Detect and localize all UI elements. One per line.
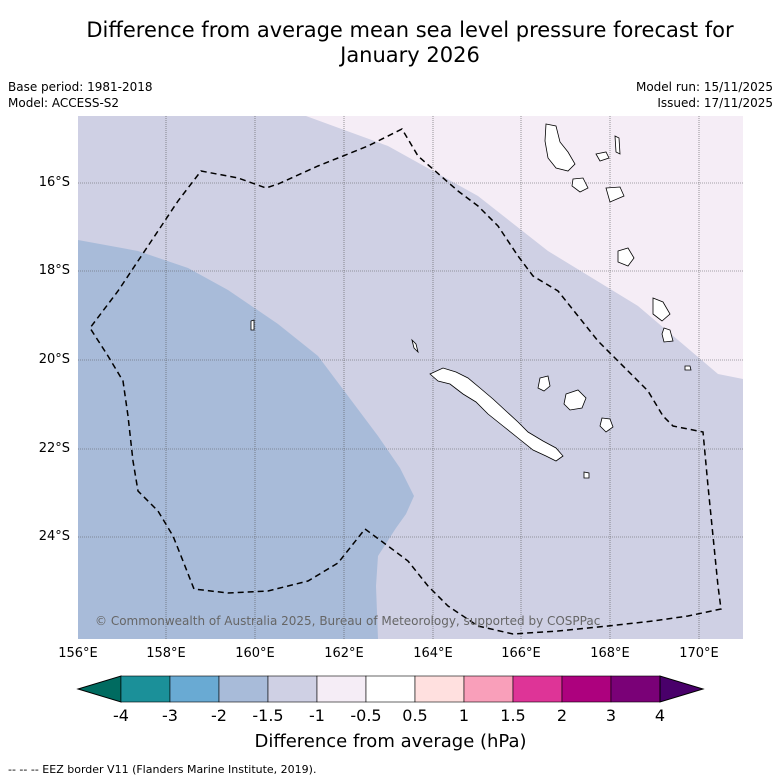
island-walpole: [583, 471, 590, 479]
colorbar-tick-label: 2: [556, 706, 568, 725]
fill-band-dark: [78, 240, 414, 639]
colorbar-under-arrow: [76, 675, 122, 703]
vanuatu-espiritu-santo: [544, 123, 576, 172]
map-svg: [78, 116, 743, 639]
island-belep: [411, 338, 419, 354]
island-chesterfield: [250, 319, 255, 331]
islands: [250, 123, 692, 479]
fill-band-light: [306, 116, 743, 379]
colorbar-tick-label: -2: [211, 706, 227, 725]
map-title-line1: Difference from average mean sea level p…: [86, 18, 734, 42]
lon-label-160e: 160°E: [235, 646, 275, 661]
colorbar-tick-label: -1: [309, 706, 325, 725]
lon-label-158e: 158°E: [146, 646, 186, 661]
vanuatu-aneityum: [684, 365, 692, 371]
lat-label-22s: 22°S: [38, 441, 70, 456]
lon-label-162e: 162°E: [324, 646, 364, 661]
colorbar-tick-label: -1.5: [252, 706, 284, 725]
colorbar-segment: [610, 675, 661, 703]
vanuatu-malakula: [571, 177, 589, 193]
colorbar-segment: [218, 675, 269, 703]
model-run-text: Model run: 15/11/2025: [635, 80, 773, 94]
island-mare: [599, 417, 614, 433]
vanuatu-efate: [617, 247, 635, 267]
colorbar: [76, 675, 705, 703]
lon-label-156e: 156°E: [58, 646, 98, 661]
colorbar-over-arrow: [659, 675, 705, 703]
colorbar-tick-label: 3: [605, 706, 617, 725]
colorbar-tick-label: -3: [162, 706, 178, 725]
colorbar-tick-label: -4: [113, 706, 129, 725]
meta-right: Model run: 15/11/2025 Issued: 17/11/2025: [636, 79, 773, 111]
colorbar-tick-label: 4: [654, 706, 666, 725]
lat-label-16s: 16°S: [38, 175, 70, 190]
colorbar-segment: [169, 675, 220, 703]
colorbar-segment: [316, 675, 367, 703]
colorbar-title: Difference from average (hPa): [254, 731, 527, 752]
meta-left: Base period: 1981-2018 Model: ACCESS-S2: [8, 79, 153, 111]
colorbar-tick-label: 1.5: [500, 706, 526, 725]
new-caledonia-main: [429, 367, 564, 462]
eez-border: [89, 128, 722, 635]
graticule: [78, 116, 743, 639]
map-title-line2: January 2026: [340, 43, 480, 67]
colorbar-segment: [561, 675, 612, 703]
colorbar-segment: [414, 675, 465, 703]
lon-label-168e: 168°E: [590, 646, 630, 661]
colorbar-segment: [512, 675, 563, 703]
lat-label-24s: 24°S: [38, 529, 70, 544]
colorbar-segment: [267, 675, 318, 703]
eez-footnote: -- -- -- EEZ border V11 (Flanders Marine…: [8, 763, 317, 776]
lat-label-20s: 20°S: [38, 352, 70, 367]
island-lifou: [563, 389, 587, 411]
island-ouvea: [537, 375, 551, 392]
vanuatu-maewo: [595, 151, 610, 162]
copyright-text: © Commonwealth of Australia 2025, Bureau…: [95, 614, 601, 628]
vanuatu-pentecost: [614, 135, 621, 155]
colorbar-segment: [463, 675, 514, 703]
colorbar-segment: [120, 675, 171, 703]
base-period-text: Base period: 1981-2018: [8, 80, 153, 94]
colorbar-tick-label: -0.5: [350, 706, 382, 725]
vanuatu-erromango: [652, 297, 671, 322]
map-panel[interactable]: [78, 116, 743, 639]
lat-label-18s: 18°S: [38, 263, 70, 278]
map-title: Difference from average mean sea level p…: [0, 18, 781, 68]
lon-label-166e: 166°E: [501, 646, 541, 661]
vanuatu-ambrym-epi: [605, 186, 625, 203]
vanuatu-tanna: [661, 327, 674, 343]
colorbar-segment: [365, 675, 416, 703]
issued-text: Issued: 17/11/2025: [657, 96, 773, 110]
lon-label-170e: 170°E: [679, 646, 719, 661]
colorbar-tick-label: 0.5: [402, 706, 428, 725]
colorbar-tick-label: 1: [458, 706, 470, 725]
model-text: Model: ACCESS-S2: [8, 96, 120, 110]
lon-label-164e: 164°E: [413, 646, 453, 661]
